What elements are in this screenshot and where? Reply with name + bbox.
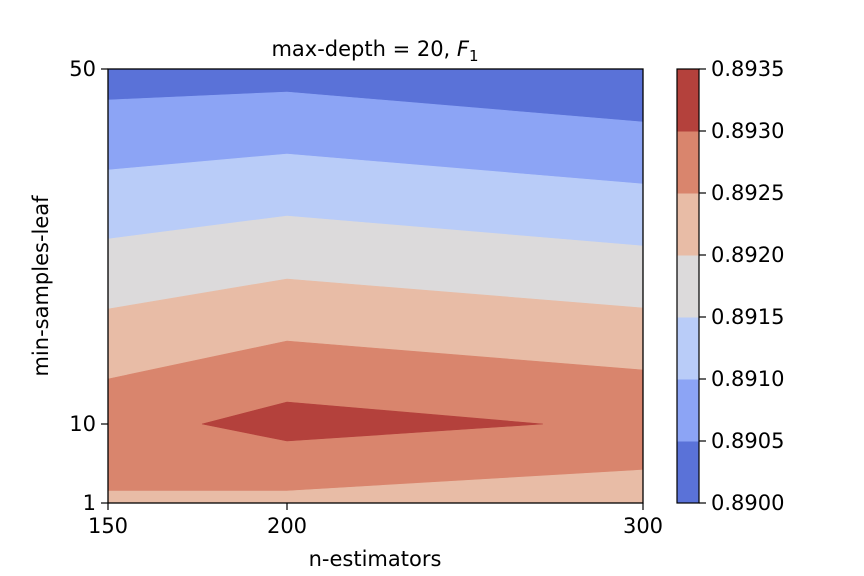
colorbar-band: [677, 441, 699, 504]
colorbar-band: [677, 69, 699, 132]
plot-frame: [107, 68, 644, 504]
chart-title-subscript: 1: [469, 47, 479, 65]
colorbar-tick-label: 0.8910: [711, 367, 784, 391]
colorbar-tick-label: 0.8900: [711, 491, 784, 515]
colorbar-tick-label: 0.8920: [711, 243, 784, 267]
chart-title-text: max-depth = 20,: [271, 37, 456, 61]
chart-title-math: F: [457, 37, 470, 61]
contour-bands: [107, 68, 644, 504]
colorbar-band: [677, 131, 699, 194]
colorbar-band: [677, 317, 699, 380]
chart-title: max-depth = 20, F1: [271, 37, 478, 65]
x-axis-label: n-estimators: [309, 547, 442, 571]
colorbar-tick-label: 0.8935: [711, 57, 784, 81]
y-axis-label: min-samples-leaf: [29, 195, 53, 377]
colorbar-band: [677, 379, 699, 442]
colorbar-tick-label: 0.8930: [711, 119, 784, 143]
y-tick-label: 10: [69, 412, 96, 436]
contour-band-peak: [201, 401, 544, 442]
colorbar-tick-label: 0.8915: [711, 305, 784, 329]
x-tick-label: 150: [88, 514, 128, 538]
y-tick-label: 1: [83, 491, 96, 515]
y-axis: 1 10 50: [69, 57, 108, 515]
x-tick-label: 200: [267, 514, 307, 538]
colorbar-frame: [676, 68, 700, 504]
colorbar: 0.8900 0.8905 0.8910 0.8915 0.8920 0.8925 0.89…: [676, 57, 784, 515]
colorbar-band: [677, 255, 699, 318]
colorbar-tick-label: 0.8905: [711, 429, 784, 453]
colorbar-band: [677, 193, 699, 256]
x-tick-label: 300: [623, 514, 663, 538]
x-axis: 150 200 300: [88, 503, 663, 538]
colorbar-tick-label: 0.8925: [711, 181, 784, 205]
y-tick-label: 50: [69, 57, 96, 81]
